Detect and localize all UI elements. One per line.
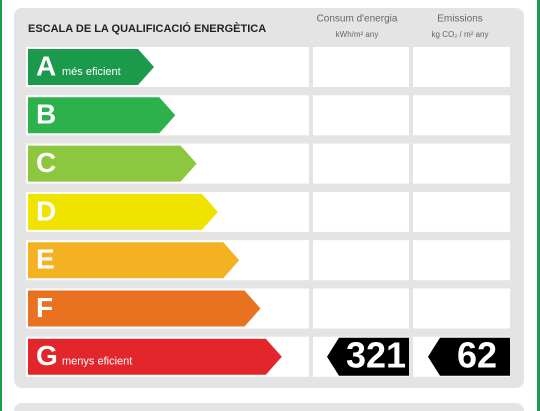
column-unit: kg CO₂ / m² any [432, 30, 489, 39]
column-title: Emissions [437, 14, 483, 25]
cell [313, 143, 409, 184]
cell [413, 191, 510, 232]
cell [313, 47, 409, 87]
rating-arrow [28, 242, 240, 279]
cell [313, 288, 409, 329]
rating-arrow [28, 290, 261, 327]
rating-letter: E [36, 244, 55, 275]
cell [413, 143, 510, 184]
rating-letter: F [36, 292, 53, 323]
rating-arrow [28, 145, 197, 182]
rating-arrow [28, 193, 218, 230]
rating-arrow [28, 49, 154, 85]
rating-letter: G [36, 340, 58, 371]
cell [313, 191, 409, 232]
value-badge [428, 337, 510, 376]
rating-letter: D [36, 195, 56, 226]
rating-letter: A [36, 50, 56, 81]
value-badge [327, 337, 409, 376]
value-text: 321 [346, 334, 406, 375]
panel [14, 403, 524, 411]
cell [413, 288, 510, 329]
rating-arrow [28, 338, 282, 375]
rating-letter: B [36, 99, 56, 130]
cell [313, 95, 409, 136]
cell [413, 240, 510, 281]
rating-arrow [28, 97, 176, 134]
cell [413, 47, 510, 87]
rating-letter: C [36, 147, 56, 178]
rating-label: més eficient [62, 66, 121, 78]
value-text: 62 [457, 334, 497, 375]
edge [537, 0, 540, 411]
column-title: Consum d'energia [317, 14, 398, 25]
rating-label: menys eficient [62, 356, 132, 368]
edge [0, 0, 2, 411]
title: ESCALA DE LA QUALIFICACIÓ ENERGÈTICA [28, 22, 266, 35]
cell [313, 240, 409, 281]
column-unit: kWh/m² any [336, 30, 379, 39]
cell [413, 95, 510, 136]
